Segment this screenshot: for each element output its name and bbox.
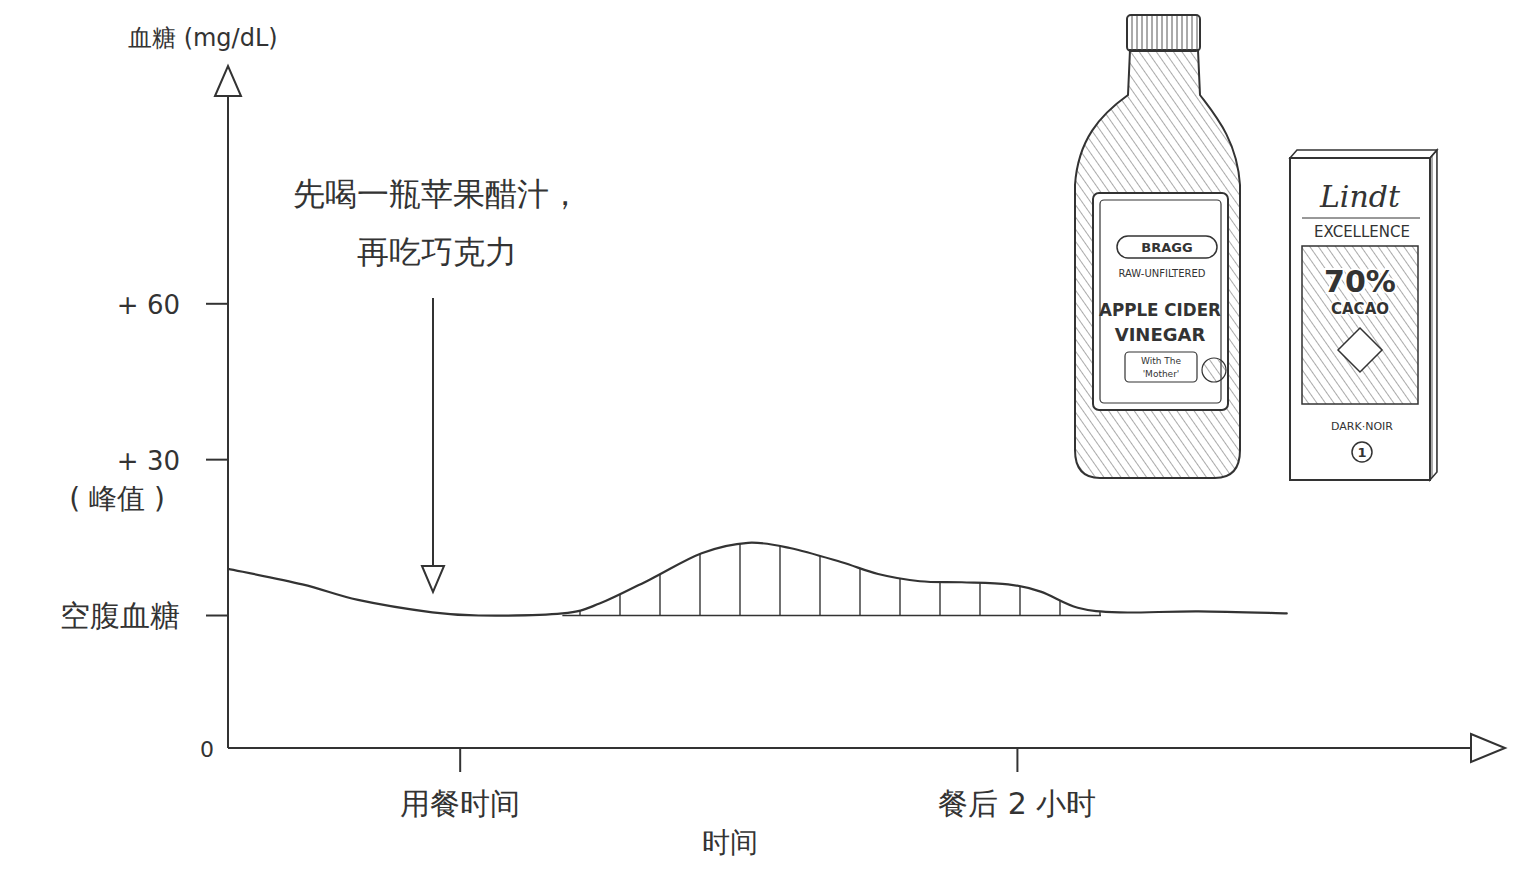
bottle-badge-text: With The <box>1141 356 1181 366</box>
annotation-line: 先喝一瓶苹果醋汁， <box>293 175 581 213</box>
brand-oval <box>1117 236 1217 258</box>
chocolate-bar: Lindt EXCELLENCE 70%CACAO DARK·NOIR 1 <box>1290 150 1437 480</box>
peak-label: ( 峰值 ) <box>69 482 165 515</box>
hatched-area <box>562 543 1101 616</box>
origin-label: 0 <box>200 737 214 762</box>
bottle-badge <box>1125 352 1197 382</box>
plot-area <box>228 543 1287 616</box>
bar-front <box>1290 158 1430 480</box>
annotation-arrow <box>432 298 434 566</box>
bottle-text: VINEGAR <box>1115 324 1206 345</box>
x-tick-label: 餐后 2 小时 <box>938 786 1096 821</box>
chart-root: 血糖 (mg/dL) 0 时间 空腹血糖 + 30 + 60 ( 峰值 ) 用餐时间 餐后 2 … <box>0 0 1537 890</box>
shaded-region <box>562 543 1101 616</box>
bar-top <box>1290 150 1437 158</box>
y-tick <box>206 615 228 617</box>
bar-side <box>1430 150 1437 480</box>
bar-cacao: CACAO <box>1331 300 1389 318</box>
y-tick-label: 空腹血糖 <box>60 598 180 633</box>
annotation-arrowhead <box>422 566 444 592</box>
bottle-text: APPLE CIDER <box>1099 299 1221 320</box>
bar-number: 1 <box>1357 445 1366 460</box>
bar-cacao: 70% <box>1324 264 1396 299</box>
bottle-apple <box>1202 358 1226 382</box>
bar-text: EXCELLENCE <box>1314 223 1410 241</box>
x-tick-label: 用餐时间 <box>400 786 520 821</box>
bottle-body <box>1075 50 1240 478</box>
y-axis-title: 血糖 (mg/dL) <box>128 24 278 52</box>
y-tick-label: + 60 <box>117 290 180 320</box>
bottle-brand: BRAGG <box>1141 240 1192 255</box>
bar-diamond <box>1338 328 1382 372</box>
x-axis <box>228 747 1475 749</box>
vinegar-bottle: BRAGG RAW-UNFILTERED APPLE CIDER VINEGAR Wit… <box>1075 15 1240 478</box>
bar-rule <box>1302 218 1420 219</box>
x-tick <box>459 748 461 772</box>
annotation-line: 再吃巧克力 <box>357 233 517 271</box>
glucose-curve <box>228 543 1287 616</box>
bar-number-circle <box>1352 442 1372 462</box>
bottle-text: RAW-UNFILTERED <box>1118 268 1205 279</box>
bottle-badge-text: 'Mother' <box>1143 369 1180 379</box>
x-axis-arrow <box>1471 734 1505 762</box>
y-tick <box>206 459 228 461</box>
bar-panel <box>1302 246 1418 404</box>
x-tick <box>1016 748 1018 772</box>
bottle-cap <box>1127 15 1200 51</box>
bar-text: DARK·NOIR <box>1331 420 1393 433</box>
x-axis-title: 时间 <box>702 826 758 859</box>
y-tick <box>206 303 228 305</box>
shade-baseline <box>562 615 1101 617</box>
bottle-label <box>1093 193 1228 410</box>
bar-brand: Lindt <box>1319 179 1401 214</box>
y-axis-arrow <box>215 66 241 96</box>
y-axis <box>227 96 229 748</box>
y-tick-label: + 30 <box>117 446 180 476</box>
